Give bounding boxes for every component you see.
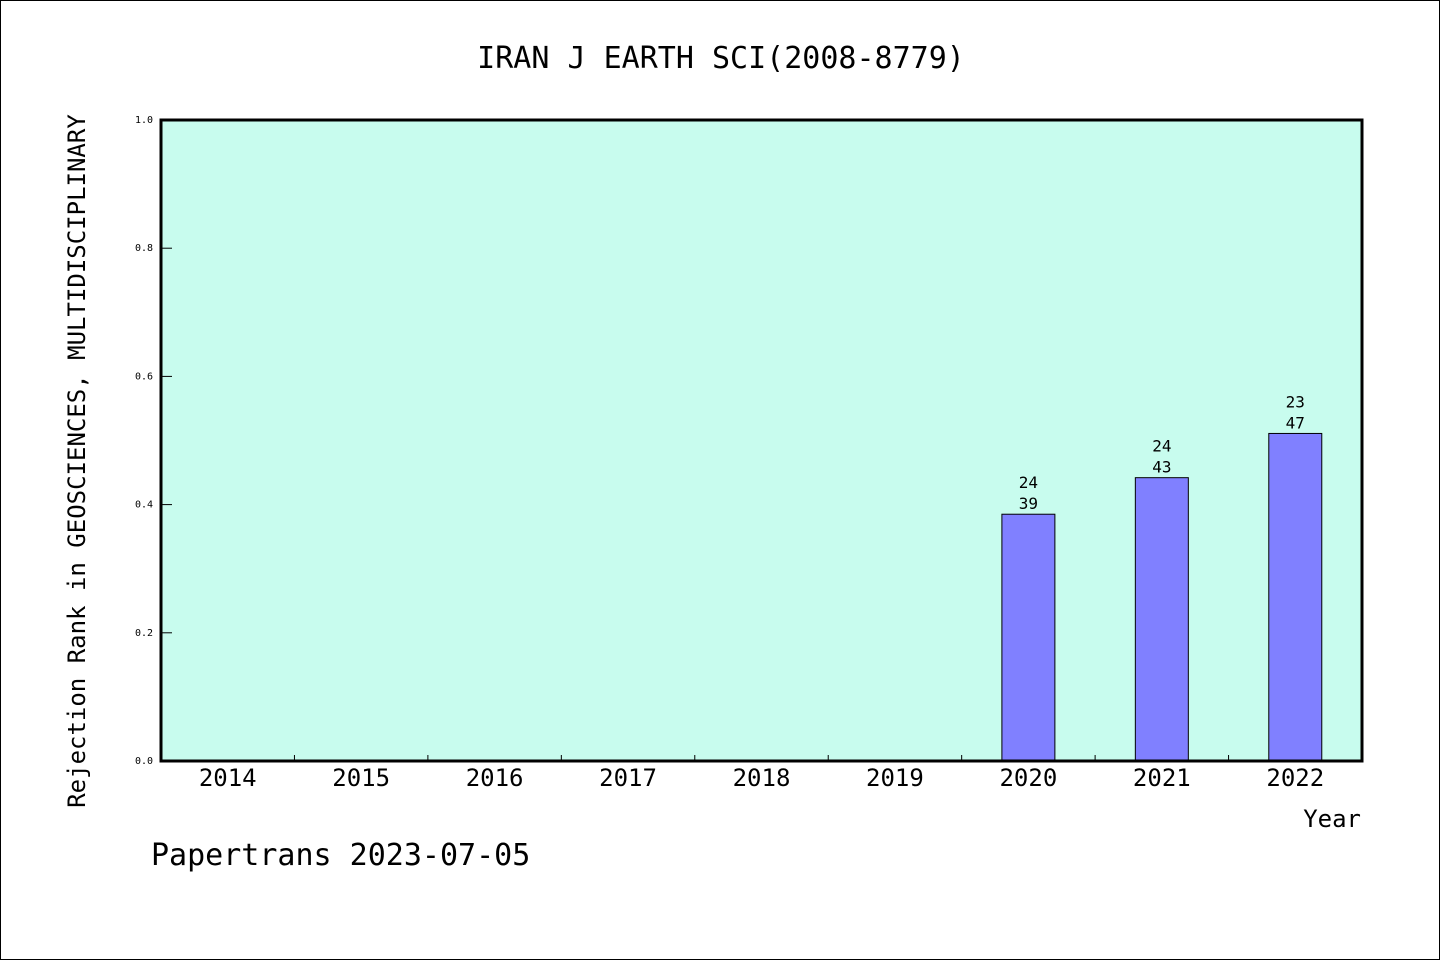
bar-2020: [1001, 513, 1056, 762]
y-tick-label: 1.0: [135, 115, 153, 126]
x-tick-label: 2015: [332, 764, 390, 792]
footer-text: Papertrans 2023-07-05: [151, 838, 530, 873]
bar-label-denominator: 43: [1152, 458, 1171, 477]
x-tick-label: 2022: [1266, 764, 1324, 792]
y-tick-label: 0.6: [135, 371, 153, 382]
y-tick-label: 0.8: [135, 243, 153, 254]
y-tick-label: 0.2: [135, 628, 153, 639]
x-tick-label: 2018: [733, 764, 791, 792]
bar-label-numerator: 24: [1019, 473, 1038, 492]
bar-2021: [1134, 477, 1189, 762]
y-tick-label: 0.0: [135, 756, 153, 767]
plot-border: [159, 118, 1364, 763]
bar-label-numerator: 23: [1286, 392, 1305, 411]
x-tick-label: 2014: [199, 764, 257, 792]
y-axis-label: Rejection Rank in GEOSCIENCES, MULTIDISC…: [63, 114, 91, 808]
x-tick-label: 2021: [1133, 764, 1191, 792]
bar-label-denominator: 47: [1286, 413, 1305, 432]
x-tick-label: 2016: [466, 764, 524, 792]
bar-label-numerator: 24: [1152, 437, 1171, 456]
bar-2022: [1268, 432, 1323, 762]
x-tick-label: 2019: [866, 764, 924, 792]
x-tick-label: 2017: [599, 764, 657, 792]
bar-label-denominator: 39: [1019, 494, 1038, 513]
x-tick-label: 2020: [999, 764, 1057, 792]
x-axis-label: Year: [1303, 805, 1361, 833]
y-tick-label: 0.4: [135, 500, 153, 511]
chart-title: IRAN J EARTH SCI(2008-8779): [477, 41, 965, 76]
